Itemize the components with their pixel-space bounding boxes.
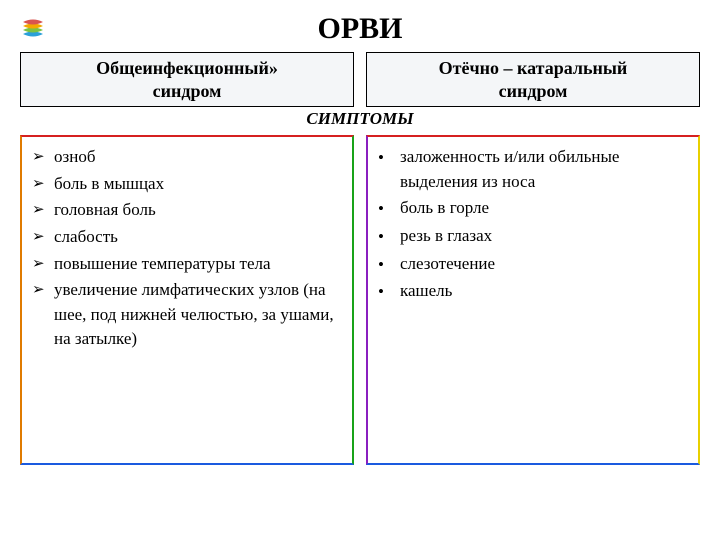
list-item-text: озноб [54, 145, 342, 170]
disc-bullet-icon: • [378, 196, 400, 222]
disc-bullet-icon: • [378, 145, 400, 171]
header-right-line1: Отёчно – катаральный [439, 58, 628, 78]
symptoms-columns: ➢озноб➢боль в мышцах➢головная боль➢слабо… [20, 135, 700, 465]
header-left-line1: Общеинфекционный» [96, 58, 278, 78]
list-item-text: слабость [54, 225, 342, 250]
syndrome-headers: Общеинфекционный» синдром Отёчно – катар… [20, 52, 700, 107]
header-right-line2: синдром [499, 81, 568, 101]
header-left-line2: синдром [153, 81, 222, 101]
list-item: • боль в горле [378, 196, 688, 222]
list-item-text: кашель [400, 279, 688, 304]
disc-bullet-icon: • [378, 279, 400, 305]
list-item: •заложенность и/или обильные выделения и… [378, 145, 688, 194]
list-item-text: головная боль [54, 198, 342, 223]
list-item-text: заложенность и/или обильные выделения из… [400, 145, 688, 194]
list-item: ➢озноб [32, 145, 342, 170]
list-item-text: боль в горле [400, 196, 688, 221]
list-item-text: слезотечение [400, 252, 688, 277]
list-item-text: резь в глазах [400, 224, 688, 249]
list-item-text: увеличение лимфатических узлов (на шее, … [54, 278, 342, 352]
list-item: • кашель [378, 279, 688, 305]
list-item: ➢увеличение лимфатических узлов (на шее,… [32, 278, 342, 352]
page-title: ОРВИ [16, 12, 704, 46]
disc-bullet-icon: • [378, 224, 400, 250]
left-list: ➢озноб➢боль в мышцах➢головная боль➢слабо… [32, 145, 342, 352]
list-item: ➢головная боль [32, 198, 342, 223]
arrow-bullet-icon: ➢ [32, 252, 54, 276]
list-item: ➢повышение температуры тела [32, 252, 342, 277]
list-item: •слезотечение [378, 252, 688, 278]
list-item: • резь в глазах [378, 224, 688, 250]
slide: ОРВИ Общеинфекционный» синдром Отёчно – … [0, 0, 720, 540]
right-list: •заложенность и/или обильные выделения и… [378, 145, 688, 305]
subheader: СИМПТОМЫ [16, 109, 704, 129]
header-box-left: Общеинфекционный» синдром [20, 52, 354, 107]
arrow-bullet-icon: ➢ [32, 278, 54, 302]
logo-icon [20, 18, 46, 45]
left-column: ➢озноб➢боль в мышцах➢головная боль➢слабо… [20, 135, 354, 465]
list-item: ➢боль в мышцах [32, 172, 342, 197]
disc-bullet-icon: • [378, 252, 400, 278]
list-item-text: повышение температуры тела [54, 252, 342, 277]
arrow-bullet-icon: ➢ [32, 225, 54, 249]
header-box-right: Отёчно – катаральный синдром [366, 52, 700, 107]
right-column: •заложенность и/или обильные выделения и… [366, 135, 700, 465]
list-item: ➢слабость [32, 225, 342, 250]
arrow-bullet-icon: ➢ [32, 198, 54, 222]
arrow-bullet-icon: ➢ [32, 145, 54, 169]
list-item-text: боль в мышцах [54, 172, 342, 197]
arrow-bullet-icon: ➢ [32, 172, 54, 196]
